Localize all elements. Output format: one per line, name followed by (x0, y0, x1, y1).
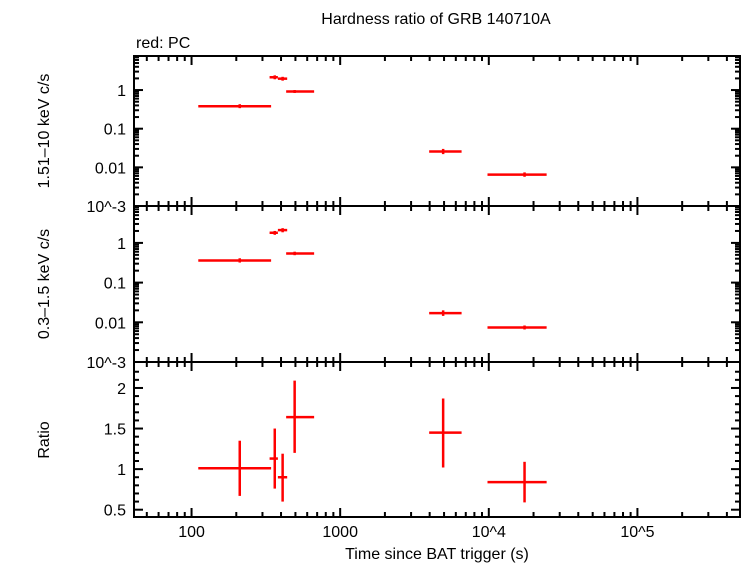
y-tick-label: 10^-3 (86, 355, 126, 372)
y-tick-label: 1 (117, 236, 126, 253)
y-tick-label: 0.01 (95, 315, 126, 332)
y-tick-label: 1.5 (104, 422, 126, 439)
panel-frame (133, 55, 741, 207)
x-tick-label: 10^5 (620, 524, 654, 541)
y-tick-label: 0.01 (95, 160, 126, 177)
y-axis-label-hard: 1.51–10 keV c/s (36, 74, 53, 189)
y-tick-label: 1 (117, 462, 126, 479)
panel-frame (133, 361, 741, 518)
x-tick-label: 100 (178, 524, 205, 541)
y-tick-label: 2 (117, 381, 126, 398)
chart-title: Hardness ratio of GRB 140710A (321, 11, 551, 28)
y-tick-label: 1 (117, 83, 126, 100)
y-axis-label-soft: 0.3–1.5 keV c/s (36, 229, 53, 339)
y-tick-label: 0.1 (104, 122, 126, 139)
panel-frame (133, 205, 741, 363)
x-tick-label: 10^4 (472, 524, 506, 541)
y-tick-label: 0.1 (104, 276, 126, 293)
y-axis-label-ratio: Ratio (36, 421, 53, 458)
x-tick-label: 1000 (322, 524, 358, 541)
y-tick-label: 10^-3 (86, 199, 126, 216)
legend-note: red: PC (136, 35, 190, 52)
y-tick-label: 0.5 (104, 503, 126, 520)
x-axis-label: Time since BAT trigger (s) (345, 546, 529, 563)
